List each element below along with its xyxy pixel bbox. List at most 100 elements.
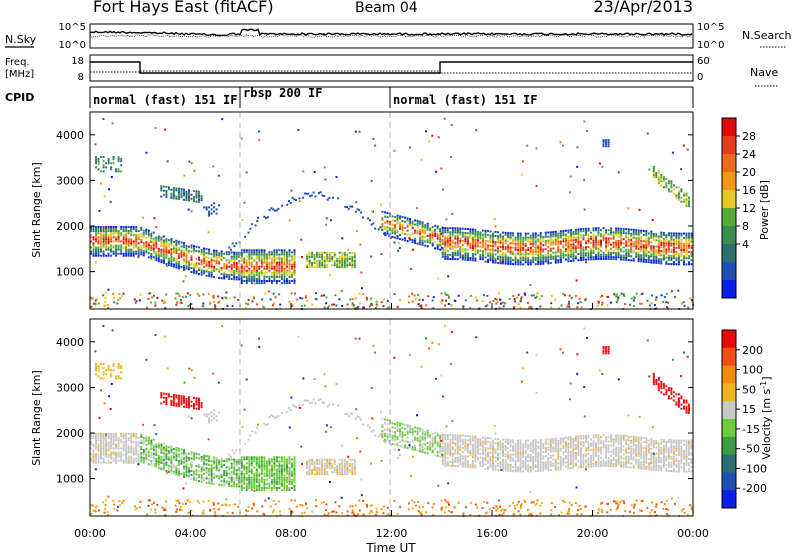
power-pixel xyxy=(181,250,183,252)
velocity-pixel xyxy=(291,467,293,469)
power-pixel xyxy=(165,240,167,242)
power-pixel xyxy=(618,244,620,246)
velocity-pixel xyxy=(105,445,107,447)
power-pixel xyxy=(135,247,137,249)
power-pixel xyxy=(610,238,612,240)
power-pixel xyxy=(198,273,200,275)
velocity-pixel xyxy=(270,414,272,416)
power-pixel xyxy=(675,235,677,237)
velocity-pixel xyxy=(412,434,414,436)
velocity-pixel xyxy=(294,485,296,487)
velocity-pixel xyxy=(238,485,240,487)
power-pixel xyxy=(306,264,308,266)
velocity-pixel xyxy=(241,471,243,473)
velocity-pixel xyxy=(173,471,175,473)
power-pixel xyxy=(160,189,162,191)
velocity-pixel xyxy=(251,462,253,464)
power-pixel xyxy=(125,232,127,234)
power-pixel xyxy=(449,233,451,235)
power-pixel xyxy=(402,224,404,226)
power-pixel xyxy=(593,240,595,242)
power-pixel xyxy=(575,249,577,251)
power-pixel xyxy=(660,252,662,254)
power-pixel xyxy=(422,223,424,225)
velocity-pixel xyxy=(485,459,487,461)
power-pixel xyxy=(211,276,213,278)
velocity-pixel xyxy=(442,459,444,461)
power-pixel xyxy=(577,239,579,241)
power-pixel xyxy=(628,228,630,230)
power-pixel xyxy=(660,262,662,264)
power-pixel xyxy=(309,260,311,262)
velocity-pixel xyxy=(286,487,288,489)
velocity-pixel xyxy=(449,434,451,436)
power-pixel xyxy=(439,236,441,238)
velocity-pixel xyxy=(261,489,263,491)
power-pixel xyxy=(419,239,421,241)
power-pixel xyxy=(510,251,512,253)
power-pixel xyxy=(261,266,263,268)
velocity-pixel xyxy=(321,465,323,467)
power-pixel xyxy=(113,162,115,164)
velocity-pixel xyxy=(439,445,441,447)
power-pixel xyxy=(615,240,617,242)
power-pixel xyxy=(130,226,132,228)
velocity-pixel xyxy=(188,467,190,469)
power-pixel xyxy=(671,290,673,292)
velocity-pixel xyxy=(251,479,253,481)
power-pixel xyxy=(472,237,474,239)
power-pixel xyxy=(178,198,180,200)
power-pixel xyxy=(276,249,278,251)
velocity-pixel xyxy=(487,447,489,449)
power-pixel xyxy=(658,172,660,174)
power-pixel xyxy=(178,241,180,243)
power-pixel xyxy=(628,249,630,251)
power-pixel xyxy=(115,251,117,253)
power-pixel xyxy=(673,261,675,263)
power-pixel xyxy=(175,260,177,262)
power-pixel xyxy=(352,303,354,305)
power-pixel xyxy=(555,239,557,241)
power-pixel xyxy=(620,238,622,240)
power-pixel xyxy=(686,243,688,245)
power-pixel xyxy=(301,305,303,307)
velocity-pixel xyxy=(384,441,386,443)
power-pixel xyxy=(198,295,200,297)
power-pixel xyxy=(226,251,228,253)
power-pixel xyxy=(263,278,265,280)
power-pixel xyxy=(487,261,489,263)
power-pixel xyxy=(447,227,449,229)
power-pixel xyxy=(580,234,582,236)
power-pixel xyxy=(444,231,446,233)
power-pixel xyxy=(576,306,578,308)
power-pixel xyxy=(474,249,476,251)
velocity-pixel xyxy=(354,473,356,475)
power-pixel xyxy=(140,253,142,255)
velocity-pixel xyxy=(462,455,464,457)
velocity-pixel xyxy=(163,461,165,463)
velocity-pixel xyxy=(444,451,446,453)
velocity-pixel xyxy=(457,465,459,467)
velocity-pixel xyxy=(135,454,137,456)
power-pixel xyxy=(95,261,97,263)
power-pixel xyxy=(625,234,627,236)
velocity-pixel xyxy=(447,465,449,467)
velocity-pixel xyxy=(183,472,185,474)
power-pixel xyxy=(535,234,537,236)
power-pixel xyxy=(507,251,509,253)
power-pixel xyxy=(650,245,652,247)
power-pixel xyxy=(196,201,198,203)
velocity-pixel xyxy=(472,466,474,468)
power-pixel xyxy=(344,264,346,266)
power-pixel xyxy=(605,233,607,235)
power-pixel xyxy=(360,272,362,274)
power-pixel xyxy=(580,257,582,259)
power-pixel xyxy=(510,261,512,263)
velocity-pixel xyxy=(253,458,255,460)
power-pixel xyxy=(238,270,240,272)
power-pixel xyxy=(583,121,585,123)
power-pixel xyxy=(595,240,597,242)
power-pixel xyxy=(125,253,127,255)
power-pixel xyxy=(567,240,569,242)
power-pixel xyxy=(560,243,562,245)
